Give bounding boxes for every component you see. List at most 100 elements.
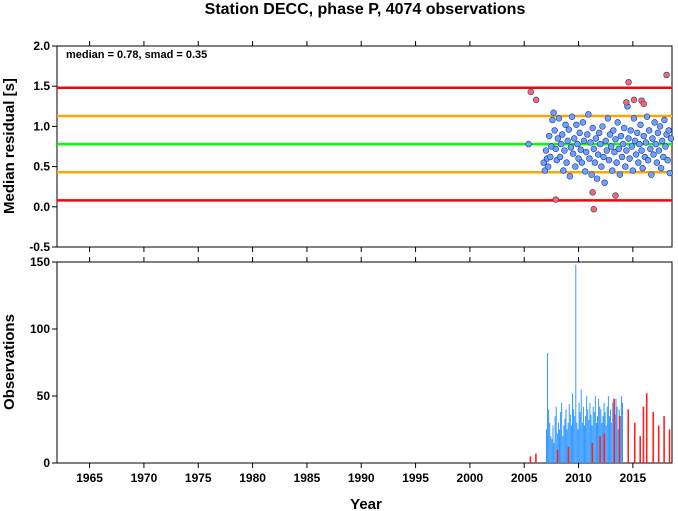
residual-point <box>593 175 601 182</box>
residual-point <box>645 127 653 134</box>
residual-point <box>561 147 568 154</box>
y-tick-label: 50 <box>37 389 51 403</box>
residual-point <box>582 148 590 156</box>
outlier-point <box>640 100 647 108</box>
observation-bar <box>588 420 590 463</box>
residual-point <box>571 135 578 142</box>
observation-bar <box>585 416 587 463</box>
observation-bar <box>555 406 557 463</box>
observation-bar <box>563 425 565 463</box>
residual-point <box>563 159 570 166</box>
outlier-point <box>663 71 670 79</box>
outlier-bar <box>567 446 570 463</box>
residual-point <box>574 140 581 148</box>
outlier-bar <box>652 412 655 463</box>
observation-bar <box>577 429 579 463</box>
x-tick-label: 1995 <box>402 471 429 485</box>
residual-point <box>565 126 572 133</box>
y-tick-label: 0 <box>43 456 50 470</box>
residual-point <box>566 173 574 180</box>
outlier-point <box>527 88 534 96</box>
residual-point <box>601 179 608 186</box>
residual-point <box>589 124 596 132</box>
observation-bar <box>622 402 624 463</box>
observation-bar <box>583 425 585 463</box>
observation-bar <box>589 402 591 463</box>
observation-bar <box>545 429 547 463</box>
observation-bar <box>592 406 594 463</box>
observation-bar <box>579 412 581 463</box>
observation-bar <box>580 389 582 463</box>
observation-bar <box>611 422 613 463</box>
observation-bar <box>551 438 553 463</box>
observation-bar <box>615 398 617 463</box>
residual-point <box>648 171 655 178</box>
outlier-point <box>552 196 559 203</box>
residual-point <box>664 156 671 164</box>
x-tick-label: 2005 <box>511 471 538 485</box>
residual-point <box>631 137 639 145</box>
observation-bar <box>590 414 592 463</box>
residual-point <box>554 135 562 142</box>
residual-point <box>542 147 550 154</box>
y-tick-label: 1.0 <box>33 119 50 133</box>
observation-bar <box>550 436 552 463</box>
outlier-bar <box>591 442 594 463</box>
residual-point <box>591 159 599 166</box>
x-tick-label: 1980 <box>239 471 266 485</box>
observation-bar <box>578 402 580 463</box>
outlier-point <box>612 192 619 199</box>
residual-point <box>598 163 605 170</box>
observation-bar <box>593 412 595 463</box>
residual-point <box>642 139 650 146</box>
outlier-bar <box>556 449 559 463</box>
residual-point <box>620 124 628 132</box>
observation-bar <box>598 398 600 463</box>
y-tick-label: 0.0 <box>33 200 50 214</box>
bottom-y-axis-label: Observations <box>1 314 18 410</box>
residual-point <box>614 119 621 126</box>
residual-point <box>584 131 591 138</box>
top-y-axis-label: Median residual [s] <box>1 78 18 214</box>
x-tick-label: 1990 <box>348 471 375 485</box>
stats-annotation: median = 0.78, smad = 0.35 <box>66 49 207 61</box>
outlier-point <box>532 96 540 104</box>
observation-bar <box>575 264 577 463</box>
observation-bar <box>565 409 567 463</box>
residual-point <box>662 143 669 150</box>
y-tick-label: 0.5 <box>33 160 50 174</box>
residual-point <box>617 132 625 140</box>
y-tick-label: 2.0 <box>33 39 50 53</box>
residual-point <box>647 145 654 153</box>
observation-bar <box>599 406 601 463</box>
residual-point <box>654 129 662 137</box>
residual-point <box>602 137 609 145</box>
observation-bar <box>612 402 614 463</box>
residual-point <box>644 156 652 164</box>
residual-point <box>552 145 559 153</box>
observation-bar <box>556 433 558 463</box>
residual-point <box>564 137 571 145</box>
observation-bar <box>566 429 568 463</box>
residual-point <box>578 159 586 166</box>
observation-bar <box>597 416 599 463</box>
observation-bar <box>606 406 608 463</box>
residual-point <box>573 121 580 128</box>
residual-point <box>639 165 646 172</box>
top-panel: -0.5 0.0 0.5 1.0 1.5 2.0 median = 0.78, smad … <box>1 39 675 254</box>
residual-point <box>623 147 630 154</box>
x-tick-label: 1965 <box>76 471 103 485</box>
observation-bar <box>602 416 604 463</box>
residual-point <box>607 143 615 150</box>
x-tick-label: 1975 <box>185 471 212 485</box>
residual-point <box>609 167 616 174</box>
x-tick-label: 2010 <box>565 471 592 485</box>
outlier-bar <box>529 456 532 463</box>
outlier-bar <box>618 416 621 463</box>
observation-bar <box>560 412 562 463</box>
residual-point <box>625 135 632 142</box>
residual-point <box>560 167 567 174</box>
residual-point <box>577 146 584 153</box>
observation-bar <box>554 416 556 463</box>
